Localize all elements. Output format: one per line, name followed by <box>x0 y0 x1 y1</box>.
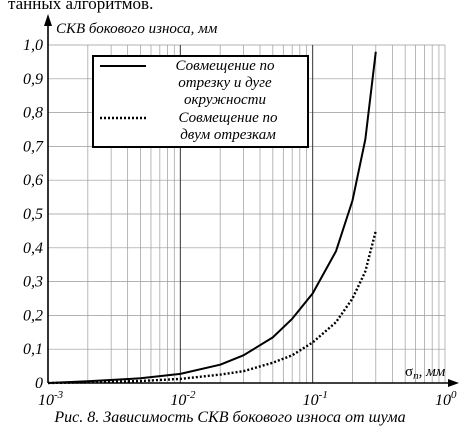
series-line-1 <box>47 51 377 384</box>
x-tick-label: 10-3 <box>38 389 64 409</box>
x-tick-exponent: -2 <box>186 389 196 401</box>
x-tick-base: 10 <box>435 392 451 409</box>
legend-label-1-line-1: Совмещение по <box>175 58 275 74</box>
x-tick-exponent: 0 <box>451 389 457 401</box>
y-tick-label: 0,4 <box>23 240 43 257</box>
y-axis-title: СКВ бокового износа, мм <box>56 21 218 37</box>
x-tick-exponent: -1 <box>319 389 328 401</box>
x-axis-title-subscript: п <box>413 370 419 382</box>
x-tick-exponent: -3 <box>54 389 64 401</box>
figure-caption: Рис. 8. Зависимость СКВ бокового износа … <box>54 409 406 426</box>
series-layer <box>47 51 377 385</box>
y-tick-label: 0 <box>35 375 43 392</box>
y-tick-label: 0,9 <box>23 71 43 88</box>
y-tick-label: 1,0 <box>23 37 43 54</box>
x-axis-title: σп, мм <box>405 364 446 382</box>
preceding-text: танных алгоритмов. <box>8 0 154 13</box>
x-tick-label: 100 <box>435 389 457 409</box>
legend-label-2-line-2: двум отрезкам <box>180 127 276 143</box>
y-tick-label: 0,1 <box>23 341 43 358</box>
x-tick-label: 10-1 <box>303 389 328 409</box>
x-tick-base: 10 <box>170 392 186 409</box>
y-tick-label: 0,2 <box>23 307 43 324</box>
y-tick-label: 0,3 <box>23 274 43 291</box>
x-axis-title-symbol: σ <box>405 364 413 380</box>
x-tick-base: 10 <box>303 392 319 409</box>
legend-label-1-line-3: окружности <box>184 92 266 108</box>
x-tick-label: 10-2 <box>170 389 196 409</box>
y-tick-label: 0,8 <box>23 105 43 122</box>
x-axis-arrow <box>448 379 459 387</box>
y-axis-arrow <box>44 14 52 26</box>
y-tick-label: 0,5 <box>23 206 43 223</box>
y-tick-label: 0,7 <box>23 138 44 155</box>
x-tick-base: 10 <box>38 392 54 409</box>
series-line-2 <box>47 230 377 385</box>
legend-box <box>92 55 309 148</box>
axes: 00,10,20,30,40,50,60,70,80,91,010-3 10-2 1… <box>23 14 459 409</box>
legend: Совмещение по отрезку и дуге окружности … <box>92 55 309 148</box>
y-tick-label: 0,6 <box>23 172 43 189</box>
legend-label-1-line-2: отрезку и дуге <box>178 75 272 91</box>
x-axis-title-unit: , мм <box>419 364 446 380</box>
legend-label-2-line-1: Совмещение по <box>178 110 278 126</box>
